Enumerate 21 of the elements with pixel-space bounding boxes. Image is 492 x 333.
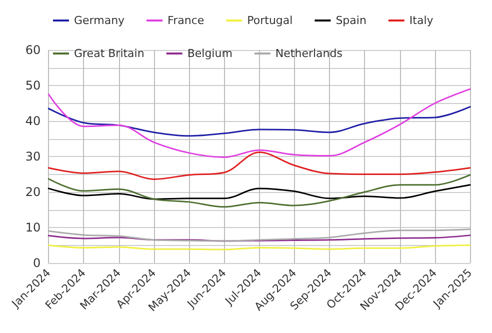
legend-label: Netherlands	[275, 47, 343, 60]
y-tick-label: 50	[25, 78, 41, 92]
line-series	[48, 88, 471, 158]
legend-label: France	[168, 14, 204, 27]
legend-label: Great Britain	[74, 47, 144, 60]
legend-label: Portugal	[247, 14, 293, 27]
y-tick-label: 0	[32, 256, 41, 270]
line-series	[48, 184, 471, 200]
line-series	[48, 151, 471, 180]
y-tick-label: 20	[25, 185, 41, 199]
y-tick-label: 40	[25, 114, 41, 128]
line-series	[48, 174, 471, 208]
y-tick-label: 60	[25, 43, 41, 57]
legend-label: Spain	[336, 14, 366, 27]
line-series	[48, 228, 471, 242]
legend-label: Belgium	[187, 47, 232, 60]
line-series	[48, 106, 471, 137]
y-tick-label: 10	[25, 220, 41, 234]
y-tick-label: 30	[25, 150, 41, 164]
legend-label: Germany	[74, 14, 126, 27]
legend-label: Italy	[409, 14, 434, 27]
